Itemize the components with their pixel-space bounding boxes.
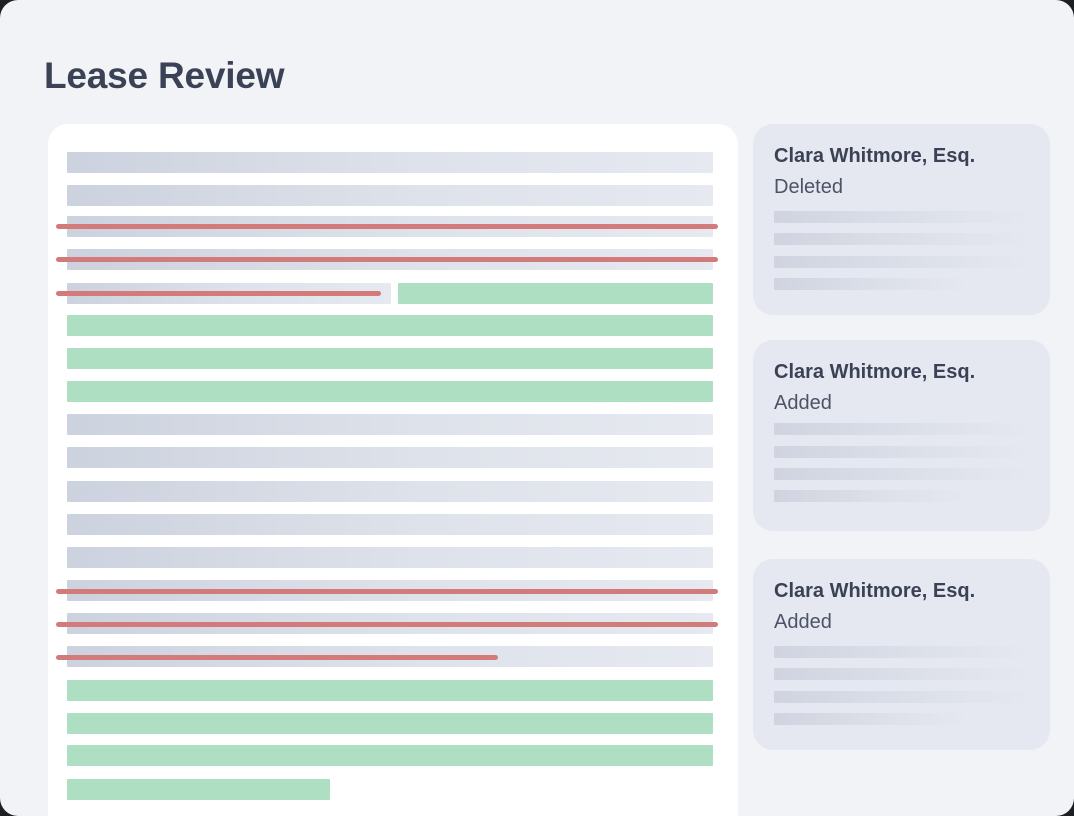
document-panel[interactable]: [48, 124, 738, 816]
deletion-strikethrough: [56, 224, 718, 229]
comment-action: Deleted: [774, 176, 843, 198]
comment-text-line: [774, 468, 1032, 480]
comment-action: Added: [774, 611, 832, 633]
comment-text-line: [774, 211, 1032, 223]
comment-text-line: [774, 446, 1032, 458]
comment-card-added[interactable]: Clara Whitmore, Esq. Added: [753, 559, 1050, 750]
comment-author: Clara Whitmore, Esq.: [774, 361, 976, 383]
document-line: [67, 414, 713, 435]
inserted-document-line: [67, 779, 330, 800]
comment-text-line: [774, 256, 1032, 268]
comment-text-line: [774, 691, 1032, 703]
inserted-document-line: [67, 745, 713, 766]
inserted-document-line: [67, 713, 713, 734]
comment-text-line: [774, 668, 1032, 680]
inserted-document-line: [67, 381, 713, 402]
document-line: [67, 547, 713, 568]
document-line: [67, 152, 713, 173]
comment-author: Clara Whitmore, Esq.: [774, 580, 976, 602]
comment-text-line: [774, 490, 970, 502]
inserted-document-line: [67, 348, 713, 369]
comment-text-line: [774, 233, 1032, 245]
deletion-strikethrough: [56, 291, 381, 296]
comment-author: Clara Whitmore, Esq.: [774, 145, 976, 167]
document-line: [67, 481, 713, 502]
inserted-document-line: [67, 680, 713, 701]
comment-card-added[interactable]: Clara Whitmore, Esq. Added: [753, 340, 1050, 531]
page-title: Lease Review: [44, 55, 285, 96]
document-line: [67, 185, 713, 206]
comment-text-line: [774, 646, 1032, 658]
deletion-strikethrough: [56, 257, 718, 262]
comment-action: Added: [774, 392, 832, 414]
comment-text-line: [774, 423, 1032, 435]
deletion-strikethrough: [56, 589, 718, 594]
comment-text-line: [774, 713, 970, 725]
comment-card-deleted[interactable]: Clara Whitmore, Esq. Deleted: [753, 124, 1050, 315]
inserted-document-line: [398, 283, 713, 304]
deletion-strikethrough: [56, 622, 718, 627]
comment-text-line: [774, 278, 970, 290]
deletion-strikethrough: [56, 655, 498, 660]
inserted-document-line: [67, 315, 713, 336]
document-line: [67, 514, 713, 535]
document-line: [67, 447, 713, 468]
